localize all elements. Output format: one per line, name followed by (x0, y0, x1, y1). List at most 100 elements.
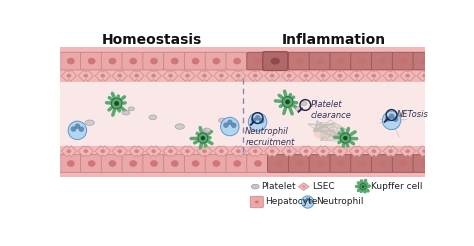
Circle shape (71, 126, 76, 132)
Circle shape (111, 98, 122, 109)
Polygon shape (129, 146, 145, 156)
Circle shape (389, 113, 394, 119)
Polygon shape (332, 70, 347, 81)
FancyBboxPatch shape (263, 52, 288, 70)
FancyBboxPatch shape (81, 155, 103, 172)
Circle shape (75, 123, 80, 129)
FancyBboxPatch shape (330, 155, 352, 172)
Ellipse shape (317, 58, 324, 64)
Text: Neutrophil
recruitment: Neutrophil recruitment (245, 127, 295, 147)
Ellipse shape (118, 74, 122, 77)
Polygon shape (163, 146, 178, 156)
FancyBboxPatch shape (413, 52, 436, 70)
Ellipse shape (317, 160, 324, 167)
Ellipse shape (236, 149, 241, 153)
Ellipse shape (420, 58, 428, 64)
Bar (61, 47, 425, 177)
FancyBboxPatch shape (267, 155, 290, 172)
Polygon shape (383, 146, 399, 156)
Circle shape (231, 123, 237, 128)
Ellipse shape (389, 74, 393, 77)
Ellipse shape (151, 74, 156, 77)
Ellipse shape (355, 149, 359, 153)
Ellipse shape (405, 149, 410, 153)
Ellipse shape (66, 149, 71, 153)
Polygon shape (282, 146, 297, 156)
Ellipse shape (304, 74, 309, 77)
Polygon shape (214, 70, 229, 81)
Text: LSEC: LSEC (312, 182, 335, 191)
FancyBboxPatch shape (309, 155, 331, 172)
Polygon shape (349, 70, 365, 81)
Polygon shape (400, 70, 415, 81)
Ellipse shape (337, 74, 342, 77)
Polygon shape (180, 70, 195, 81)
FancyBboxPatch shape (101, 52, 124, 70)
Circle shape (114, 101, 119, 106)
Polygon shape (112, 146, 128, 156)
Ellipse shape (314, 127, 338, 140)
Ellipse shape (337, 160, 345, 167)
Ellipse shape (83, 74, 88, 77)
Circle shape (383, 111, 401, 130)
Ellipse shape (321, 149, 325, 153)
Ellipse shape (304, 149, 309, 153)
Text: Neutrophil: Neutrophil (316, 198, 364, 206)
Ellipse shape (270, 149, 274, 153)
Ellipse shape (134, 149, 139, 153)
Ellipse shape (88, 160, 95, 167)
Polygon shape (315, 70, 331, 81)
Polygon shape (383, 70, 399, 81)
Circle shape (198, 133, 208, 143)
Ellipse shape (100, 149, 105, 153)
FancyBboxPatch shape (372, 52, 394, 70)
Ellipse shape (109, 58, 116, 64)
Polygon shape (78, 146, 93, 156)
FancyBboxPatch shape (288, 52, 310, 70)
Ellipse shape (251, 184, 259, 189)
FancyBboxPatch shape (164, 155, 186, 172)
FancyBboxPatch shape (205, 155, 228, 172)
FancyBboxPatch shape (205, 52, 228, 70)
Circle shape (360, 184, 366, 190)
Circle shape (79, 126, 84, 132)
Polygon shape (180, 146, 195, 156)
Ellipse shape (270, 74, 274, 77)
Ellipse shape (202, 74, 207, 77)
Ellipse shape (212, 160, 220, 167)
Ellipse shape (219, 74, 224, 77)
Ellipse shape (400, 58, 407, 64)
Ellipse shape (379, 160, 387, 167)
FancyBboxPatch shape (247, 52, 269, 70)
Polygon shape (417, 146, 432, 156)
Ellipse shape (372, 149, 376, 153)
Circle shape (259, 118, 264, 123)
Ellipse shape (109, 160, 116, 167)
Ellipse shape (118, 149, 122, 153)
Ellipse shape (255, 200, 259, 203)
Circle shape (227, 120, 233, 125)
Ellipse shape (185, 149, 190, 153)
Ellipse shape (254, 58, 262, 64)
Polygon shape (231, 70, 246, 81)
Circle shape (306, 197, 310, 201)
Polygon shape (264, 146, 280, 156)
Ellipse shape (149, 115, 157, 120)
FancyBboxPatch shape (330, 52, 352, 70)
Ellipse shape (372, 74, 376, 77)
Polygon shape (61, 70, 77, 81)
Polygon shape (366, 146, 382, 156)
Ellipse shape (150, 160, 158, 167)
FancyBboxPatch shape (60, 155, 82, 172)
Ellipse shape (151, 149, 156, 153)
FancyBboxPatch shape (122, 155, 145, 172)
Polygon shape (282, 70, 297, 81)
FancyBboxPatch shape (309, 52, 331, 70)
Ellipse shape (236, 74, 241, 77)
Circle shape (362, 185, 365, 188)
Ellipse shape (203, 128, 210, 133)
Polygon shape (349, 146, 365, 156)
Bar (61, 82, 425, 146)
FancyBboxPatch shape (60, 52, 82, 70)
Ellipse shape (400, 160, 407, 167)
